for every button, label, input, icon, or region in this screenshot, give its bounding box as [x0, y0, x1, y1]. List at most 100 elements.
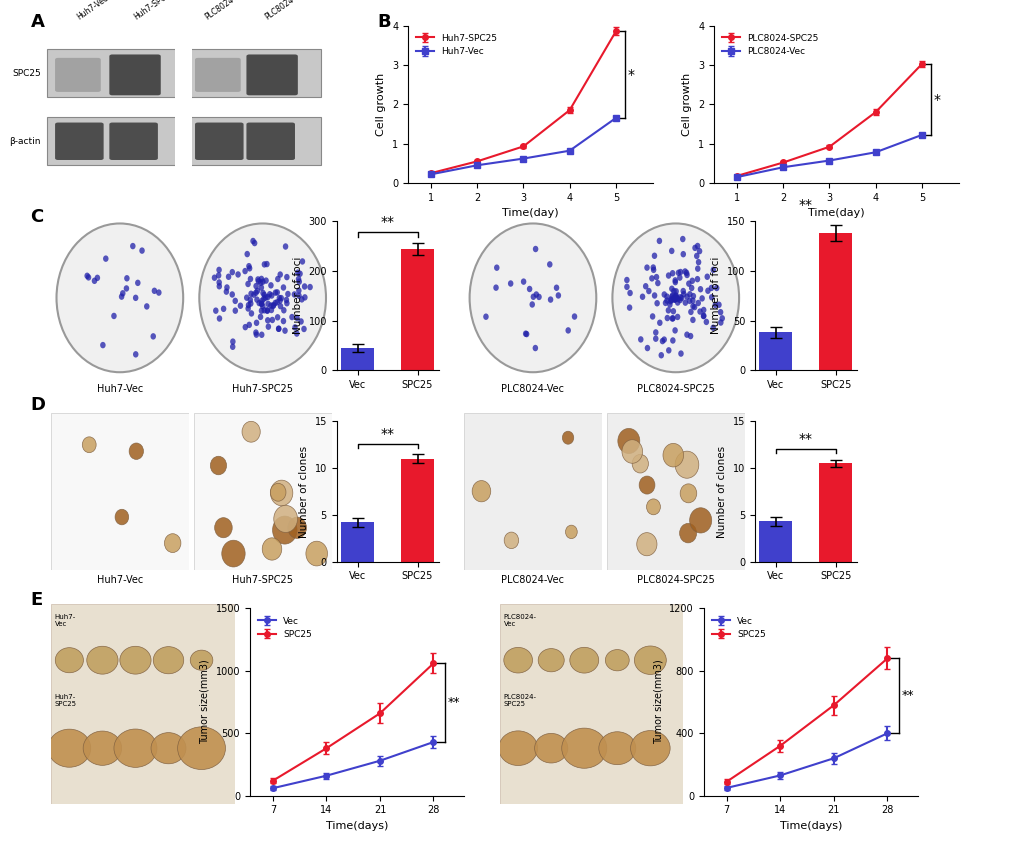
Ellipse shape	[503, 648, 532, 673]
Y-axis label: Tumor size(mm3): Tumor size(mm3)	[200, 660, 210, 745]
Text: PLC8024-SPC25: PLC8024-SPC25	[636, 384, 714, 394]
Text: PLC8024-SPC25: PLC8024-SPC25	[636, 574, 714, 585]
Ellipse shape	[177, 727, 225, 769]
Circle shape	[272, 516, 297, 544]
Circle shape	[696, 248, 702, 254]
Circle shape	[237, 302, 243, 309]
Circle shape	[680, 288, 686, 294]
Circle shape	[668, 315, 675, 322]
Circle shape	[265, 317, 270, 323]
Bar	[818, 463, 851, 562]
Circle shape	[270, 483, 285, 501]
Circle shape	[259, 284, 264, 291]
Circle shape	[119, 294, 124, 300]
Circle shape	[265, 300, 271, 307]
Circle shape	[140, 248, 145, 254]
Circle shape	[697, 308, 702, 315]
Circle shape	[260, 278, 265, 285]
Circle shape	[216, 279, 222, 286]
Circle shape	[243, 324, 248, 330]
Ellipse shape	[604, 649, 629, 671]
Circle shape	[678, 351, 683, 357]
Text: β-actin: β-actin	[9, 137, 41, 146]
Circle shape	[86, 274, 91, 281]
Circle shape	[530, 294, 536, 300]
Circle shape	[242, 421, 260, 443]
Circle shape	[248, 290, 254, 297]
Circle shape	[710, 266, 715, 273]
Circle shape	[135, 280, 141, 286]
Text: **: **	[380, 427, 394, 442]
Circle shape	[130, 243, 136, 249]
Text: PLC8024-
SPC25: PLC8024- SPC25	[503, 694, 536, 707]
Bar	[400, 248, 433, 370]
Legend: Vec, SPC25: Vec, SPC25	[254, 613, 315, 643]
Circle shape	[644, 265, 649, 271]
Circle shape	[611, 224, 739, 372]
Circle shape	[693, 253, 699, 260]
Circle shape	[662, 443, 683, 467]
Circle shape	[645, 288, 651, 294]
X-axis label: Time(days): Time(days)	[325, 821, 388, 831]
Circle shape	[256, 278, 261, 284]
Circle shape	[672, 327, 678, 334]
Circle shape	[666, 301, 672, 308]
Circle shape	[661, 291, 666, 298]
FancyBboxPatch shape	[47, 26, 320, 196]
X-axis label: Time(day): Time(day)	[807, 208, 864, 218]
FancyBboxPatch shape	[51, 413, 189, 570]
Bar	[759, 522, 792, 562]
Circle shape	[265, 323, 271, 330]
Text: D: D	[31, 396, 46, 414]
Circle shape	[664, 315, 669, 322]
Text: SPC25: SPC25	[12, 69, 41, 77]
Circle shape	[269, 292, 274, 299]
Text: PLC8024-Vec: PLC8024-Vec	[204, 0, 249, 22]
Circle shape	[246, 302, 251, 308]
Y-axis label: Cell growth: Cell growth	[376, 72, 386, 136]
Circle shape	[264, 261, 269, 267]
Circle shape	[658, 352, 663, 358]
Circle shape	[144, 303, 150, 310]
Ellipse shape	[153, 647, 183, 674]
Circle shape	[665, 307, 671, 314]
Circle shape	[684, 331, 689, 338]
X-axis label: Time(day): Time(day)	[501, 208, 558, 218]
Circle shape	[124, 275, 129, 282]
Circle shape	[152, 288, 157, 294]
Bar	[818, 233, 851, 370]
Circle shape	[653, 274, 658, 280]
FancyBboxPatch shape	[606, 413, 744, 570]
FancyBboxPatch shape	[247, 54, 298, 95]
FancyBboxPatch shape	[55, 123, 104, 160]
FancyBboxPatch shape	[55, 58, 101, 92]
Text: Huh7-Vec: Huh7-Vec	[97, 574, 143, 585]
Circle shape	[259, 300, 264, 307]
Circle shape	[553, 284, 558, 291]
Ellipse shape	[561, 728, 606, 768]
Circle shape	[675, 451, 698, 478]
Ellipse shape	[534, 734, 568, 763]
Circle shape	[280, 318, 286, 324]
Circle shape	[687, 291, 692, 298]
Circle shape	[694, 243, 700, 249]
Circle shape	[277, 297, 282, 304]
Circle shape	[225, 273, 231, 280]
Circle shape	[262, 261, 267, 267]
Y-axis label: Number of foci: Number of foci	[292, 257, 303, 334]
Circle shape	[697, 286, 702, 293]
Circle shape	[673, 294, 678, 301]
FancyBboxPatch shape	[247, 123, 294, 160]
FancyBboxPatch shape	[175, 111, 192, 170]
FancyBboxPatch shape	[47, 117, 177, 165]
Circle shape	[132, 294, 139, 301]
Y-axis label: Number of foci: Number of foci	[710, 257, 720, 334]
Circle shape	[249, 311, 254, 317]
Text: Huh7-
Vec: Huh7- Vec	[55, 614, 75, 627]
Circle shape	[677, 297, 682, 303]
Bar	[759, 333, 792, 370]
Circle shape	[253, 329, 259, 336]
Circle shape	[672, 277, 678, 283]
FancyBboxPatch shape	[109, 123, 158, 160]
Circle shape	[221, 540, 245, 567]
